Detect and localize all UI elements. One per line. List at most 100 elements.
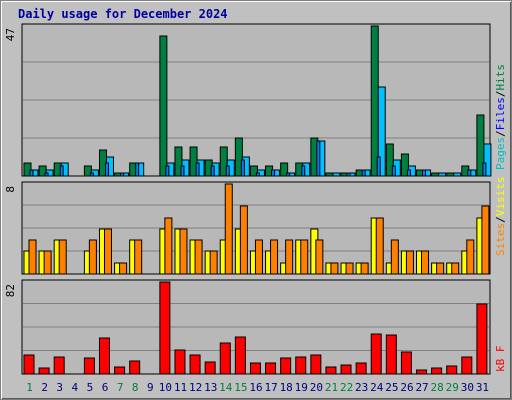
legend-item: Visits: [494, 177, 507, 217]
files-bar: [376, 156, 381, 177]
sites-bar: [164, 217, 173, 275]
files-bar: [391, 165, 396, 177]
legend-separator: /: [494, 130, 507, 137]
files-bar: [346, 172, 351, 177]
sites-bar: [375, 217, 384, 275]
day-label: 31: [476, 381, 489, 394]
sites-bar: [405, 250, 414, 275]
files-bar: [467, 169, 472, 177]
day-label: 21: [325, 381, 338, 394]
files-bar: [316, 140, 321, 177]
kbytes-bar: [159, 281, 171, 375]
files-bar: [286, 172, 291, 177]
kbytes-bar: [431, 367, 443, 375]
kbytes-bar: [129, 360, 141, 375]
day-label: 27: [415, 381, 428, 394]
hits-bar: [159, 35, 168, 177]
sites-bar: [194, 239, 203, 275]
hits-bar: [280, 162, 289, 177]
day-label: 3: [56, 381, 63, 394]
day-label: 22: [340, 381, 353, 394]
day-label: 18: [280, 381, 293, 394]
pages-bar: [377, 86, 386, 177]
kbytes-bar: [476, 303, 488, 375]
sites-bar: [345, 262, 354, 275]
sites-bar: [103, 228, 112, 275]
day-label: 2: [41, 381, 48, 394]
day-label: 26: [400, 381, 413, 394]
sites-bar: [270, 239, 279, 275]
pages-bar: [438, 172, 447, 177]
kbytes-bar: [23, 354, 35, 375]
kbytes-bar: [53, 356, 65, 375]
sites-bar: [421, 250, 430, 275]
day-label: 14: [219, 381, 233, 394]
day-label: 12: [189, 381, 202, 394]
kbytes-bar: [325, 366, 337, 375]
files-bar: [482, 162, 487, 177]
files-bar: [406, 169, 411, 177]
files-bar: [180, 165, 185, 177]
sites-bar: [58, 239, 67, 275]
hits-bar: [370, 25, 379, 177]
sites-bar: [300, 239, 309, 275]
files-bar: [225, 165, 230, 177]
sites-bar: [224, 183, 233, 275]
legend-separator: /: [494, 91, 507, 98]
legend-hits-files-pages: Pages/Files/Hits: [494, 64, 507, 170]
day-label: 11: [174, 381, 187, 394]
kbytes-bar: [265, 362, 277, 375]
y-max-label: 47: [4, 28, 17, 41]
legend-item: Pages: [494, 137, 507, 170]
kbytes-bar: [400, 351, 412, 375]
pages-bar: [453, 172, 462, 177]
legend-item: kB F: [494, 346, 507, 373]
files-bar: [135, 162, 140, 177]
kbytes-bar: [174, 349, 186, 375]
kbytes-bar: [98, 337, 110, 375]
day-label: 8: [132, 381, 139, 394]
day-label: 13: [204, 381, 217, 394]
kbytes-bar: [340, 364, 352, 375]
pages-bar: [483, 143, 492, 177]
kbytes-bar: [446, 365, 458, 375]
kbytes-bar: [370, 333, 382, 375]
sites-bar: [481, 205, 490, 275]
day-label: 1: [26, 381, 33, 394]
hits-bar: [325, 172, 334, 177]
day-label: 10: [159, 381, 172, 394]
sites-bar: [239, 205, 248, 275]
day-label: 16: [249, 381, 262, 394]
kbytes-bar: [461, 356, 473, 375]
files-bar: [120, 172, 125, 177]
sites-bar: [390, 239, 399, 275]
day-label: 15: [234, 381, 247, 394]
day-label: 25: [385, 381, 398, 394]
day-label: 28: [431, 381, 444, 394]
files-bar: [59, 165, 64, 177]
legend-item: Sites: [494, 223, 507, 256]
legend-item: Hits: [494, 64, 507, 91]
sites-bar: [436, 262, 445, 275]
kbytes-bar: [114, 366, 126, 375]
files-bar: [301, 165, 306, 177]
day-label: 20: [310, 381, 323, 394]
kbytes-bar: [204, 361, 216, 375]
sites-bar: [119, 262, 128, 275]
sites-bar: [254, 239, 263, 275]
day-label: 9: [147, 381, 154, 394]
files-bar: [195, 162, 200, 177]
sites-bar: [134, 239, 143, 275]
kbytes-bar: [83, 357, 95, 375]
day-label: 19: [295, 381, 308, 394]
files-bar: [165, 165, 170, 177]
kbytes-bar: [219, 342, 231, 375]
sites-bar: [209, 250, 218, 275]
files-bar: [104, 162, 109, 177]
kbytes-bar: [280, 357, 292, 375]
legend-item: Files: [494, 97, 507, 130]
sites-bar: [466, 239, 475, 275]
sites-bar: [315, 239, 324, 275]
kbytes-bar: [310, 354, 322, 375]
